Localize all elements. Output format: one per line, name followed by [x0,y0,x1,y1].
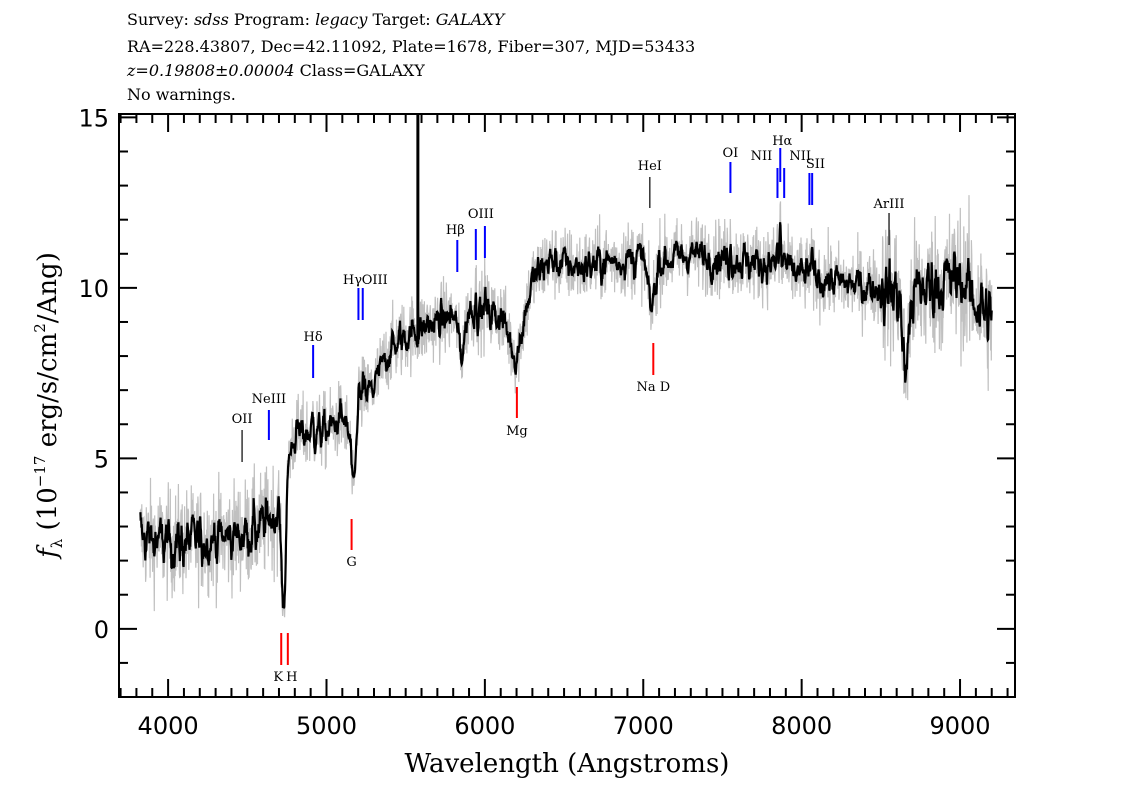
program-label: Program: [233,10,310,29]
y-label-exp: −17 [31,456,49,488]
header-line-3: z=0.19808±0.00004 Class=GALAXY [127,61,425,81]
smoothed-flux-series [139,114,993,609]
x-axis-label: Wavelength (Angstroms) [405,749,730,779]
axis-ticks: 4000 5000 6000 7000 8000 9000 0 5 10 15 [78,104,1015,740]
x-tick-label: 4000 [138,712,199,740]
line-label-NII-6585: NII [789,149,811,164]
y-label-post: /Ang) [33,252,63,323]
y-label-pre: (10 [33,487,63,530]
line-label-NII-6550: NII [751,149,773,164]
y-tick-label: 10 [78,275,109,303]
y-label-mid: erg/s/cm [33,333,63,456]
y-axis-label: fλ (10−17 erg/s/cm2/Ang) [31,252,66,560]
line-label-ArIII: ArIII [873,197,905,212]
line-label-H: H [286,670,297,685]
y-label-sub: λ [48,538,66,548]
x-tick-label: 6000 [454,712,515,740]
y-label-exp2: 2 [31,323,49,333]
line-label-OI: OI [723,146,739,161]
line-label-Mg: Mg [506,424,528,439]
line-label-Hdelta: Hδ [304,330,323,345]
line-label-SII-6718: SII [806,157,825,172]
plot-frame [118,113,1016,698]
class: Class=GALAXY [299,61,425,80]
line-label-OIII-4364: OIII [362,273,388,288]
x-tick-label: 5000 [296,712,357,740]
header-line-2: RA=228.43807, Dec=42.11092, Plate=1678, … [127,37,696,56]
smoothed-flux-line [139,222,993,609]
y-tick-label: 15 [78,104,109,132]
target-label: Target: [372,10,431,29]
x-tick-label: 7000 [613,712,674,740]
line-label-G: G [346,555,356,570]
x-tick-label: 9000 [930,712,991,740]
line-label-Hbeta: Hβ [446,223,465,238]
y-tick-label: 0 [94,616,109,644]
line-label-K: K [273,670,283,685]
redshift: z=0.19808±0.00004 [127,61,295,80]
survey-label: Survey: [127,10,189,29]
line-label-OII: OII [232,412,253,427]
line-label-NeIII: NeIII [252,392,286,407]
line-label-HeI: HeI [638,159,662,174]
line-label-NaD: Na D [636,380,670,395]
target-value: GALAXY [435,10,505,29]
program-value: legacy [315,10,368,29]
line-label-Halpha: Hα [772,134,792,149]
header-line-4: No warnings. [127,85,236,104]
x-tick-label: 8000 [771,712,832,740]
line-label-OIII-5008: OIII [468,207,494,222]
line-label-Hgamma: Hγ [343,273,362,288]
header-line-1: Survey: sdss Program: legacy Target: GAL… [127,10,504,30]
y-tick-label: 5 [94,445,109,473]
survey-value: sdss [193,10,229,29]
